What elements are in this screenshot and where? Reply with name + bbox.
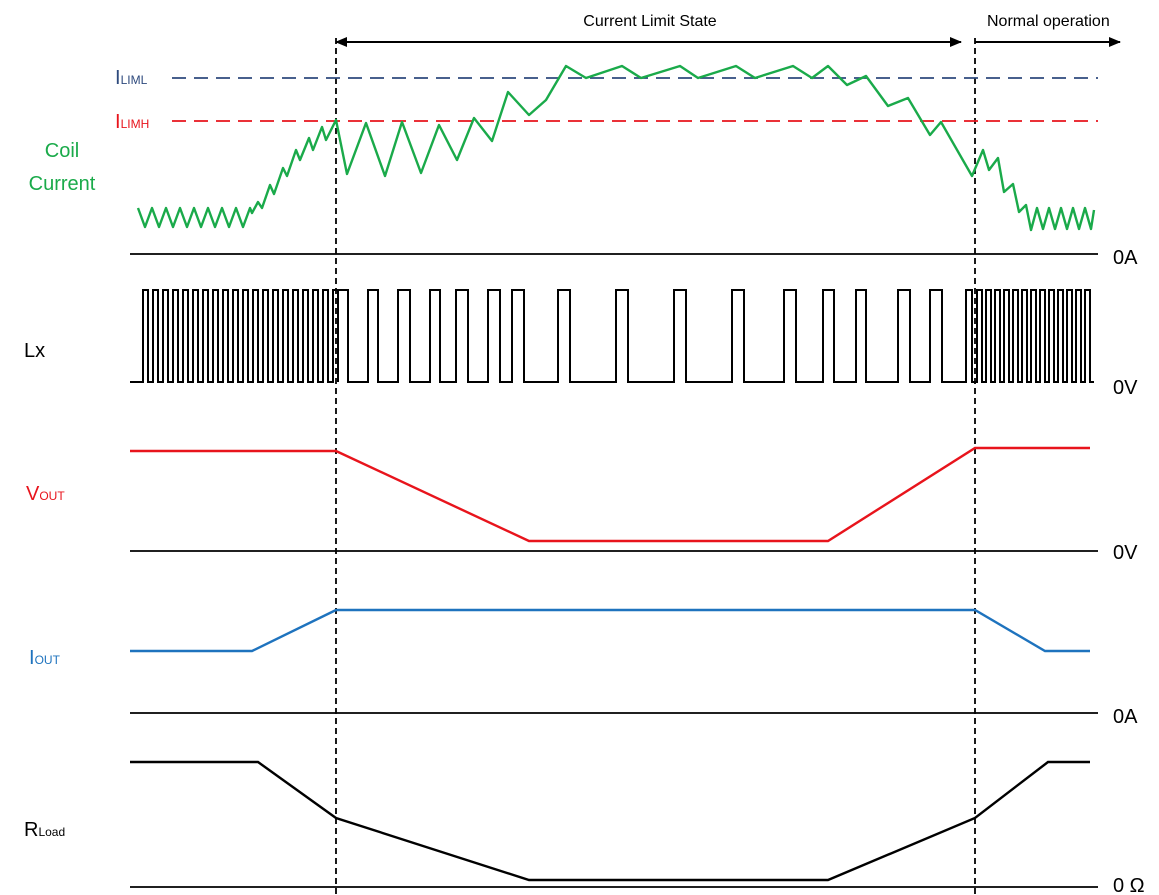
coil-current-label-line2: Current [29, 173, 96, 195]
rload-zero-label: 0 Ω [1113, 875, 1145, 895]
vout-waveform [130, 446, 1090, 543]
vout-zero-label: 0V [1113, 542, 1138, 564]
rload-waveform [130, 760, 1090, 882]
iout-zero-label: 0A [1113, 706, 1138, 728]
coil-zero-label: 0A [1113, 247, 1138, 269]
lx-zero-label: 0V [1113, 377, 1138, 399]
lx-label: Lx [24, 340, 45, 362]
coil-current-label-line1: Coil [45, 140, 79, 162]
vout-label: VOUT [26, 483, 65, 505]
coil-current-waveform [136, 64, 1096, 232]
normal-operation-label: Normal operation [987, 13, 1110, 30]
iout-waveform [130, 608, 1090, 653]
iout-label: IOUT [29, 647, 61, 669]
rload-label: RLoad [24, 819, 65, 841]
lx-waveform [130, 289, 1094, 383]
liml-label: ILIML [115, 67, 148, 89]
current-limit-state-label: Current Limit State [583, 13, 716, 30]
limh-label: ILIMH [115, 111, 149, 133]
